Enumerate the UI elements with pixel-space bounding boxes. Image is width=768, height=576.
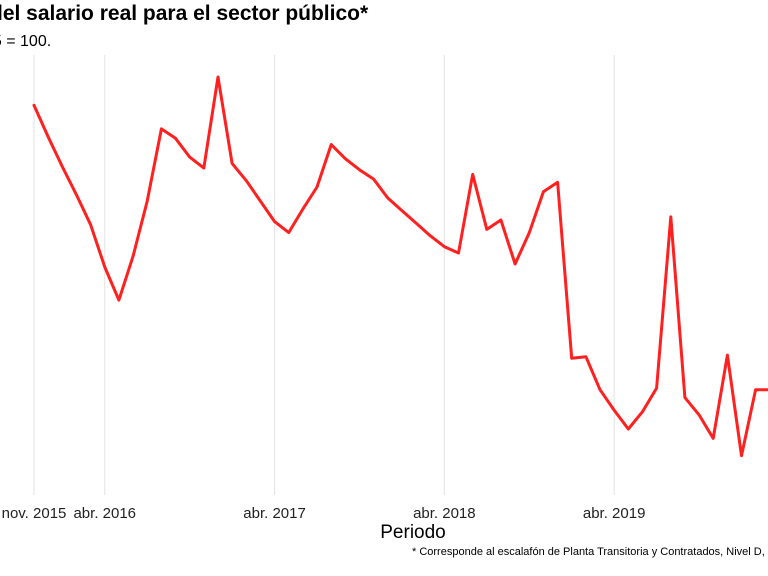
x-tick-label: abr. 2017 (243, 505, 306, 522)
chart-subtitle: 15 = 100. (0, 33, 52, 50)
x-tick-label: abr. 2018 (413, 505, 476, 522)
x-tick-label: nov. 2015 (2, 505, 67, 522)
x-tick-label: abr. 2019 (583, 505, 646, 522)
series-line (32, 75, 768, 458)
x-tick-label: abr. 2016 (73, 505, 136, 522)
gridlines (33, 55, 615, 495)
chart-title: del salario real para el sector público* (0, 2, 369, 25)
x-tick-labels: nov. 2015 abr. 2016 abr. 2017 abr. 2018 abr.… (2, 505, 646, 522)
x-axis-label: Periodo (380, 522, 446, 543)
footnote: * Corresponde al escalafón de Planta Tra… (412, 546, 768, 558)
series-group (32, 75, 768, 458)
